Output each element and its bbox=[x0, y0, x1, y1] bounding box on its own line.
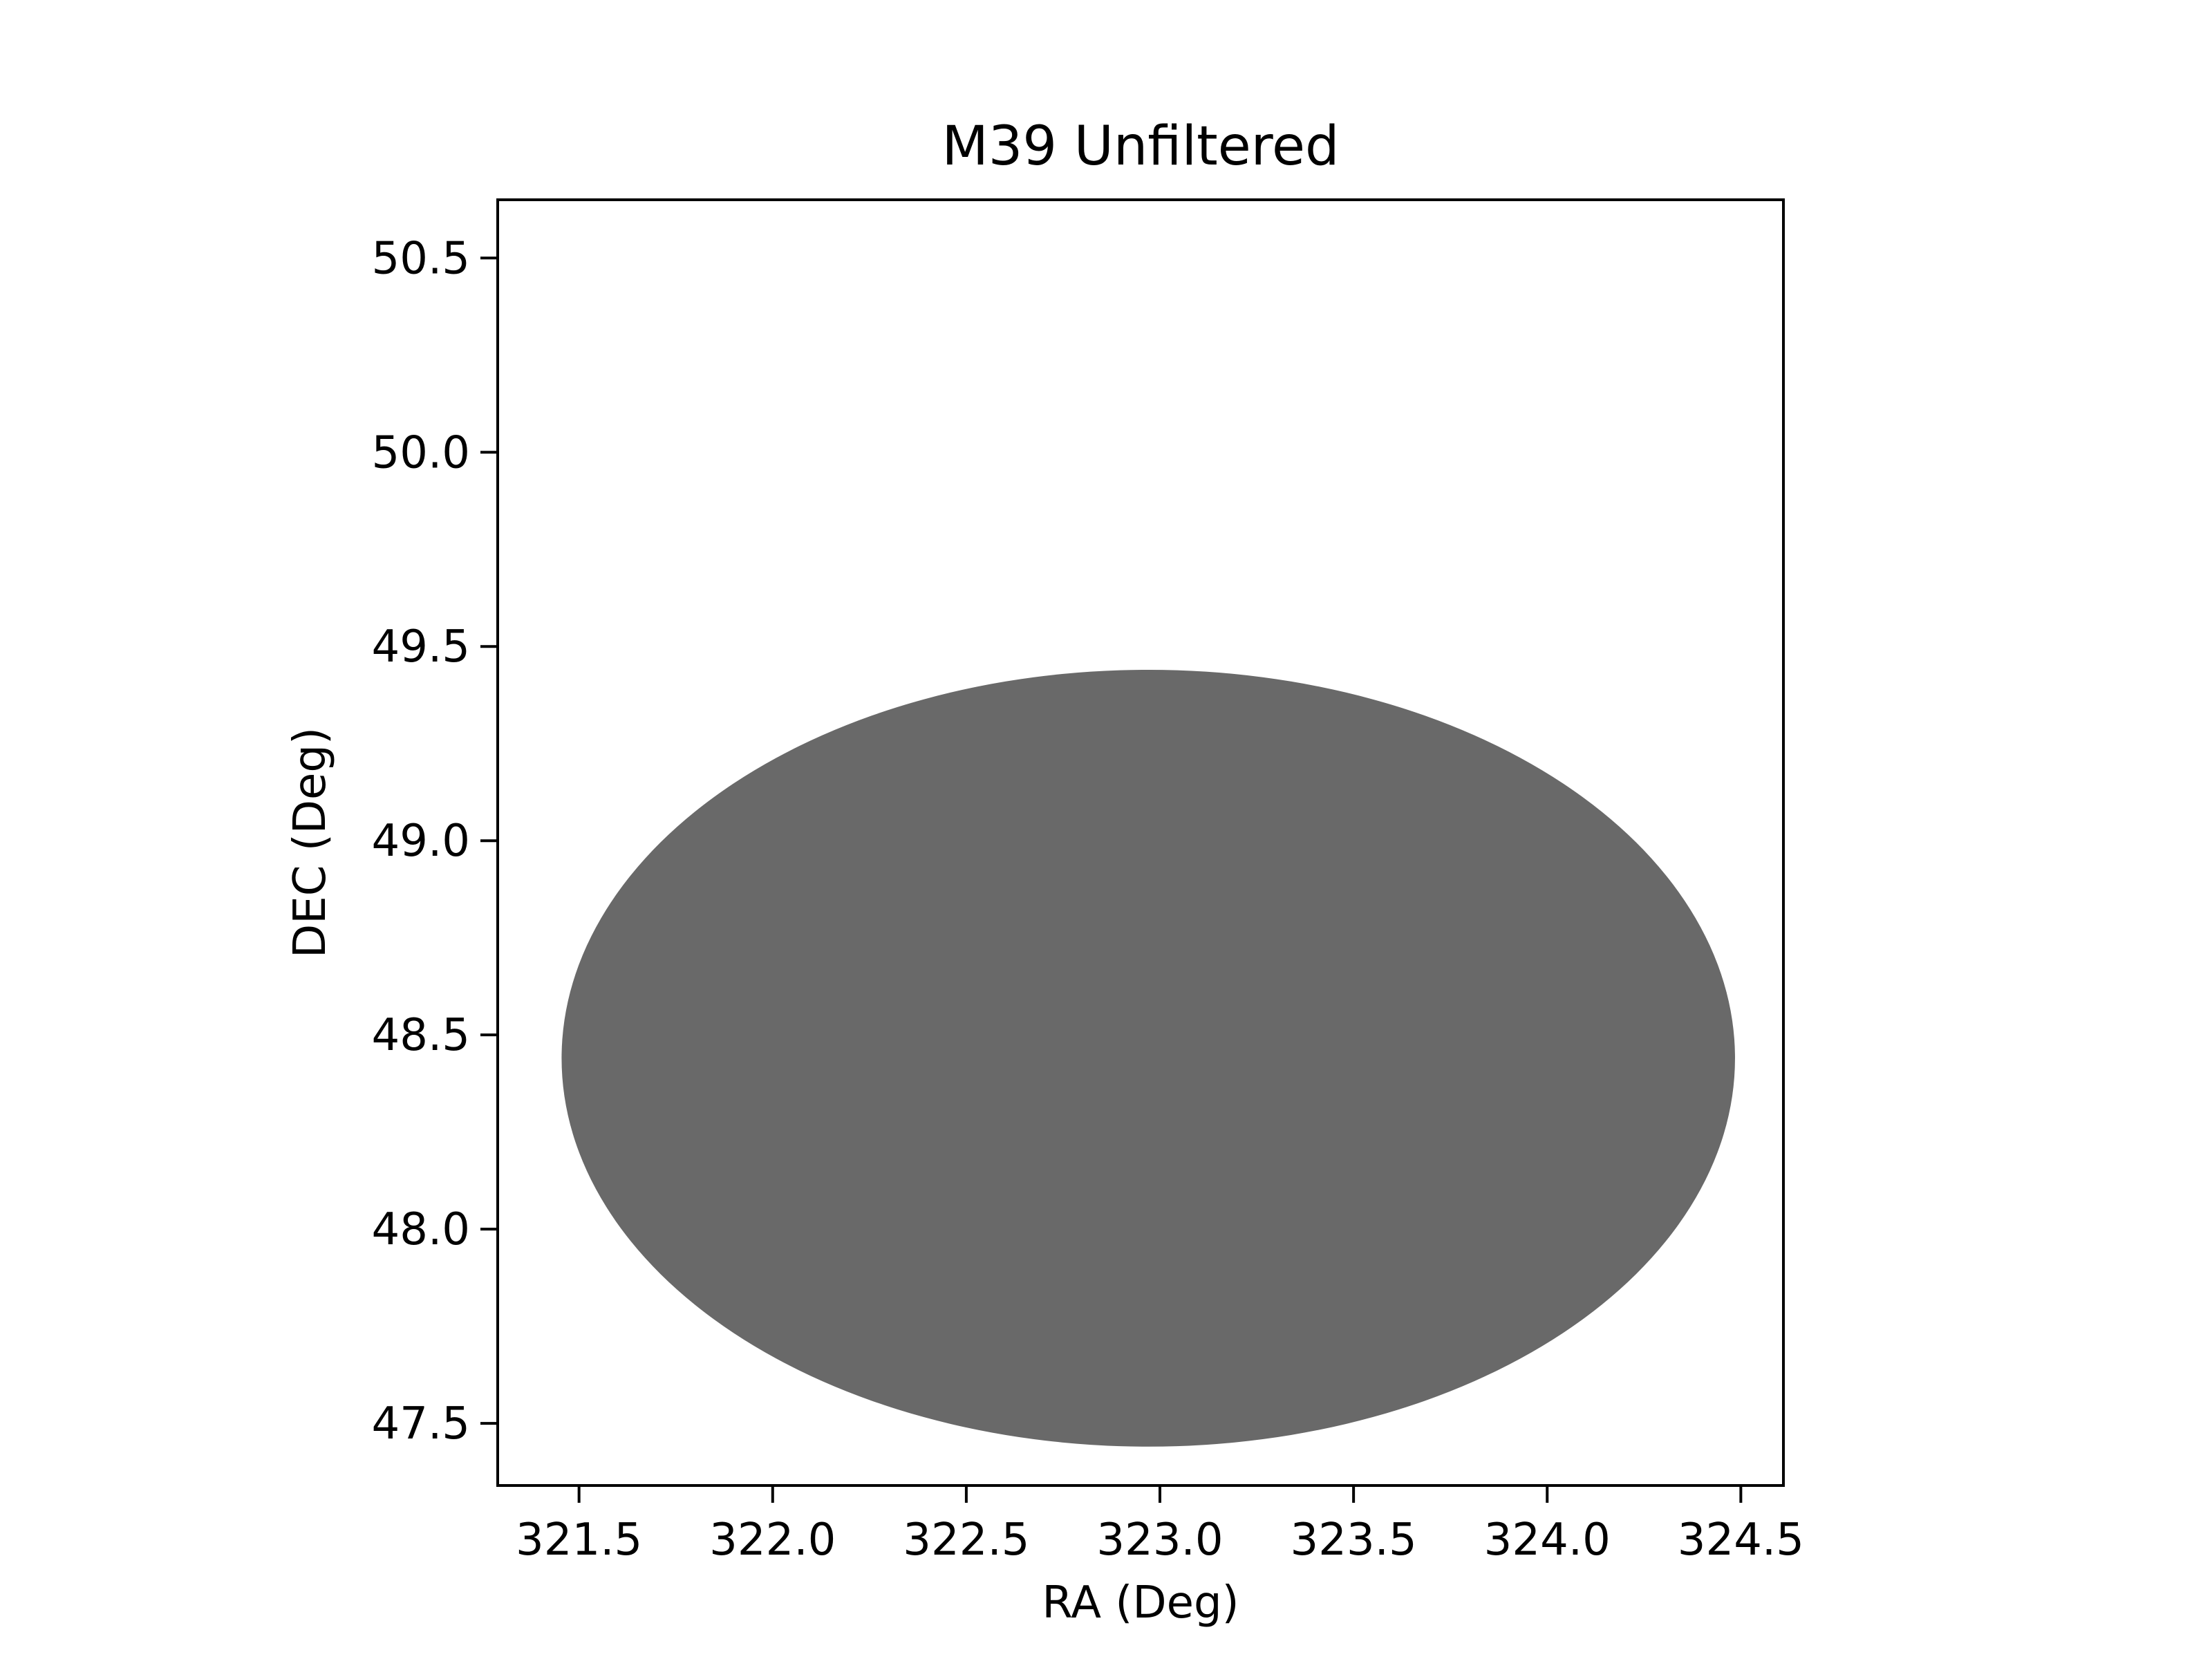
x-tick-label: 322.5 bbox=[903, 1515, 1029, 1566]
x-tick-label: 323.0 bbox=[1096, 1515, 1223, 1566]
x-axis: 321.5 322.0 322.5 323.0 323.5 324.0 324.5 bbox=[516, 1485, 1804, 1566]
y-tick-label: 47.5 bbox=[372, 1398, 471, 1450]
x-tick-label: 322.0 bbox=[709, 1515, 836, 1566]
x-axis-label: RA (Deg) bbox=[1042, 1577, 1239, 1629]
x-tick-label: 324.5 bbox=[1678, 1515, 1804, 1566]
axes-frame bbox=[496, 198, 1785, 1487]
y-axis: 47.5 48.0 48.5 49.0 49.5 50.0 50.5 bbox=[372, 233, 498, 1450]
y-axis-label: DEC (Deg) bbox=[285, 727, 336, 958]
x-tick-label: 324.0 bbox=[1484, 1515, 1611, 1566]
y-tick-label: 49.5 bbox=[372, 621, 471, 673]
y-tick-label: 50.5 bbox=[372, 233, 471, 284]
x-tick-label: 323.5 bbox=[1291, 1515, 1417, 1566]
y-tick-label: 49.0 bbox=[372, 816, 471, 867]
y-tick-label: 48.0 bbox=[372, 1204, 471, 1255]
x-tick-label: 321.5 bbox=[516, 1515, 642, 1566]
y-tick-label: 48.5 bbox=[372, 1010, 471, 1061]
y-tick-label: 50.0 bbox=[372, 427, 471, 478]
chart-title: M39 Unfiltered bbox=[941, 115, 1339, 178]
plot-area bbox=[561, 669, 1735, 1447]
star-field-region bbox=[561, 669, 1735, 1447]
